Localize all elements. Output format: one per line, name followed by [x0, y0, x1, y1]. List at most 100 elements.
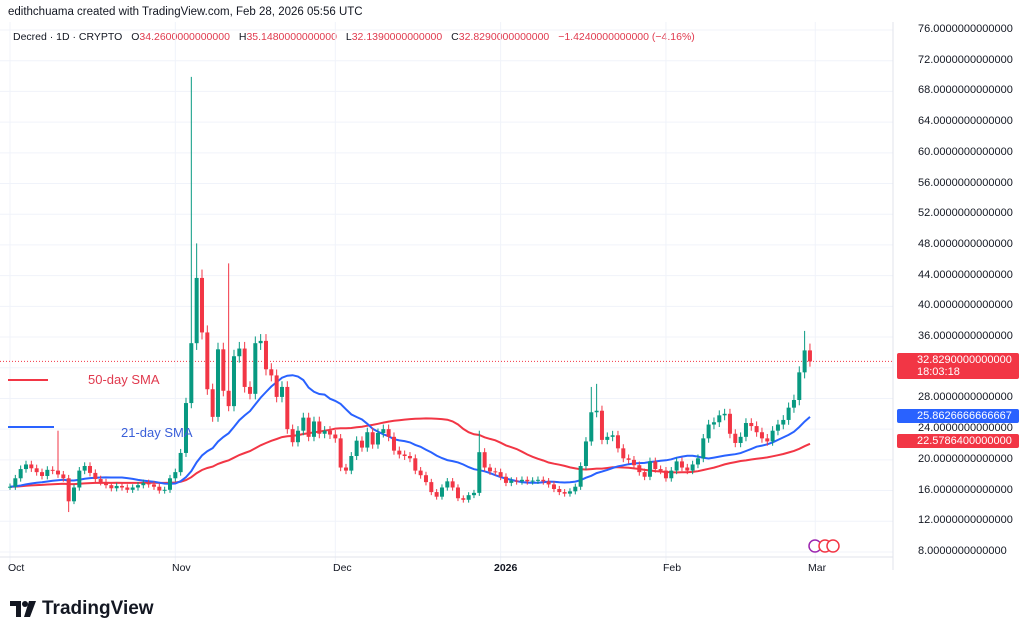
candle-body	[231, 356, 236, 407]
candle-body	[775, 424, 780, 431]
candle-body	[695, 458, 700, 465]
candle-body	[749, 423, 754, 427]
price-tick-label: 64.0000000000000	[918, 115, 1013, 128]
candle-body	[466, 495, 471, 500]
candle-body	[141, 482, 146, 486]
candle-body	[503, 476, 508, 483]
candle-body	[722, 413, 727, 416]
change-value: −1.4240000000000 (−4.16%)	[558, 31, 695, 43]
candle-body	[221, 349, 226, 391]
sma50-tag: 22.5786400000000	[897, 434, 1019, 448]
candle-body	[711, 422, 716, 425]
sma21-tag: 25.8626666666667	[897, 409, 1019, 423]
candle-body	[562, 492, 567, 494]
candle-body	[343, 467, 348, 471]
candle-body	[39, 472, 44, 476]
candle-body	[434, 492, 439, 497]
candle-body	[706, 424, 711, 439]
low-value: L32.1390000000000	[346, 31, 442, 43]
symbol-label[interactable]: Decred · 1D · CRYPTO	[13, 31, 123, 43]
open-value: O34.2600000000000	[131, 31, 230, 43]
candle-body	[594, 410, 599, 413]
candle-body	[658, 469, 663, 471]
candle-body	[98, 479, 103, 483]
candle-body	[770, 430, 775, 442]
candle-body	[135, 485, 140, 488]
candle-body	[381, 429, 386, 433]
candle-body	[578, 465, 583, 487]
candle-body	[631, 459, 636, 466]
candle-body	[317, 421, 322, 434]
candle-body	[349, 456, 354, 471]
candle-body	[205, 332, 210, 390]
candle-body	[455, 487, 460, 499]
candle-body	[589, 412, 594, 442]
price-tick-label: 60.0000000000000	[918, 145, 1013, 158]
candle-body	[615, 435, 620, 449]
candle-body	[210, 389, 215, 417]
candle-body	[679, 461, 684, 468]
candle-body	[786, 407, 791, 420]
candle-body	[151, 484, 156, 487]
candle-body	[285, 386, 290, 430]
last-price: 32.8290000000000	[917, 354, 1012, 366]
candle-body	[183, 403, 188, 453]
candle-body	[125, 487, 130, 490]
candle-body	[685, 467, 690, 471]
price-tick-label: 12.0000000000000	[918, 514, 1013, 527]
candle-body	[354, 440, 359, 457]
candle-body	[13, 478, 18, 487]
time-label-feb: Feb	[663, 562, 682, 574]
candle-body	[397, 450, 402, 455]
candle-body	[413, 458, 418, 471]
candle-body	[535, 479, 540, 481]
candle-body	[103, 482, 108, 486]
candle-body	[130, 487, 135, 490]
candle-body	[119, 485, 124, 488]
author-credit: edithchuama created with TradingView.com…	[8, 6, 363, 18]
candle-body	[365, 432, 370, 448]
candle-body	[509, 480, 514, 483]
candle-body	[669, 470, 674, 479]
time-label-nov: Nov	[172, 562, 191, 574]
candle-body	[333, 434, 338, 439]
time-label-oct: Oct	[8, 562, 25, 574]
candle-body	[439, 487, 444, 497]
price-tick-label: 48.0000000000000	[918, 237, 1013, 250]
candle-body	[29, 464, 34, 469]
candle-body	[338, 438, 343, 468]
candle-body	[109, 485, 114, 489]
candle-body	[114, 485, 119, 489]
candle-body	[514, 480, 519, 482]
candle-body	[487, 467, 492, 472]
candle-body	[279, 386, 284, 397]
price-tick-label: 16.0000000000000	[918, 483, 1013, 496]
candle-body	[642, 472, 647, 477]
candle-body	[573, 486, 578, 492]
tradingview-logo[interactable]: TradingView	[10, 598, 154, 620]
last-price-tag: 32.8290000000000 18:03:18	[897, 353, 1019, 379]
price-tick-label: 24.0000000000000	[918, 422, 1013, 435]
candle-body	[471, 492, 476, 496]
candle-body	[605, 436, 610, 440]
candle-body	[18, 469, 23, 479]
candle-body	[541, 479, 546, 482]
candle-body	[674, 461, 679, 471]
candle-body	[557, 489, 562, 493]
candle-body	[295, 430, 300, 443]
candle-body	[791, 399, 796, 408]
candle-body	[402, 454, 407, 457]
candle-body	[8, 486, 12, 488]
candle-body	[178, 452, 183, 473]
candle-body	[637, 465, 642, 473]
candle-body	[765, 438, 770, 442]
candle-body	[754, 426, 759, 433]
open-number: 34.2600000000000	[139, 31, 230, 43]
candle-body	[263, 340, 268, 370]
candle-body	[450, 481, 455, 488]
candle-body	[71, 487, 76, 502]
candle-body	[567, 491, 572, 494]
candle-body	[482, 452, 487, 468]
candle-body	[82, 465, 87, 471]
